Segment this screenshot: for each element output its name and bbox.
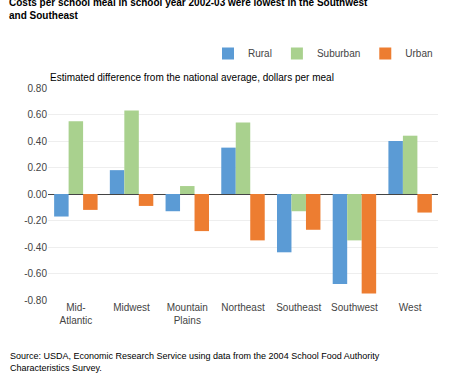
- svg-text:West: West: [399, 302, 422, 313]
- svg-text:0.80: 0.80: [28, 83, 48, 94]
- svg-text:-0.60: -0.60: [24, 268, 47, 279]
- svg-text:0.20: 0.20: [28, 162, 48, 173]
- svg-text:-0.80: -0.80: [24, 295, 47, 306]
- svg-text:Suburban: Suburban: [317, 48, 360, 59]
- svg-text:-0.40: -0.40: [24, 242, 47, 253]
- svg-text:0.60: 0.60: [28, 109, 48, 120]
- svg-text:Estimated difference from the: Estimated difference from the national a…: [50, 72, 334, 83]
- svg-text:MountainPlains: MountainPlains: [167, 302, 208, 326]
- svg-text:Costs per school meal in schoo: Costs per school meal in school year 200…: [9, 0, 368, 21]
- svg-text:Source: USDA, Economic Researc: Source: USDA, Economic Research Service …: [10, 351, 380, 373]
- svg-text:Northeast: Northeast: [221, 302, 265, 313]
- svg-text:0.00: 0.00: [28, 189, 48, 200]
- svg-text:-0.20: -0.20: [24, 215, 47, 226]
- svg-text:Southeast: Southeast: [276, 302, 321, 313]
- svg-text:Midwest: Midwest: [113, 302, 150, 313]
- svg-text:Mid-Atlantic: Mid-Atlantic: [59, 302, 92, 326]
- svg-text:Urban: Urban: [405, 48, 432, 59]
- svg-text:Rural: Rural: [248, 48, 272, 59]
- svg-text:0.40: 0.40: [28, 136, 48, 147]
- svg-text:Southwest: Southwest: [331, 302, 378, 313]
